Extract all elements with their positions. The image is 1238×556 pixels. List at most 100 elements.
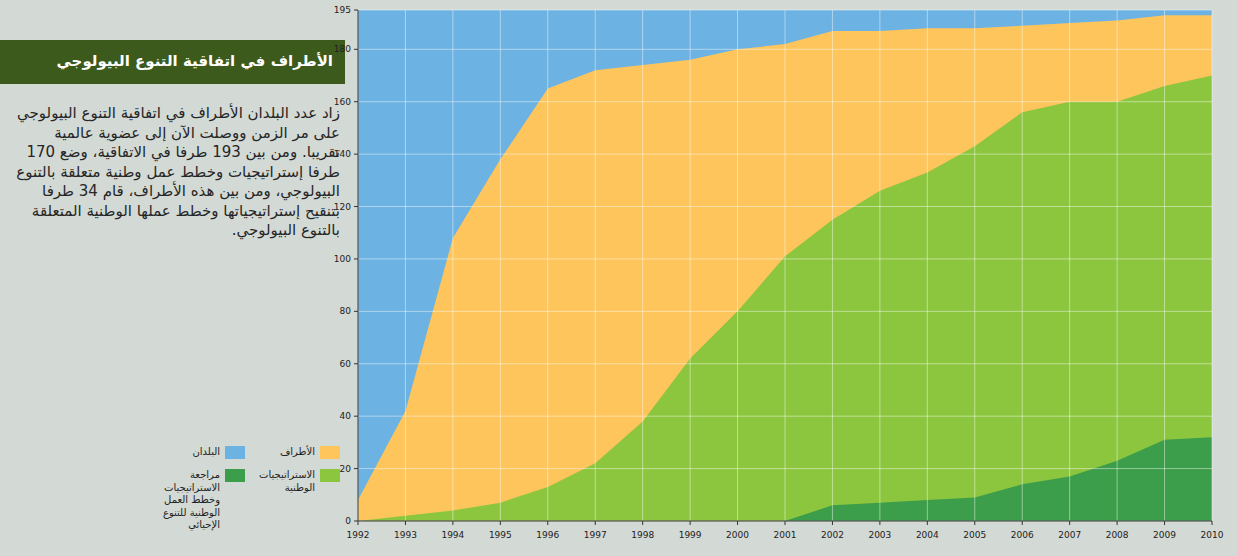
grid-line <box>358 206 1212 207</box>
x-tick-label: 1993 <box>394 530 417 540</box>
y-tick-label: 160 <box>334 97 351 107</box>
tick <box>358 521 359 525</box>
area-series <box>358 10 1212 521</box>
y-tick-label: 20 <box>340 464 352 474</box>
y-tick-label: 195 <box>334 5 351 15</box>
tick <box>405 521 406 525</box>
tick <box>595 521 596 525</box>
x-tick-label: 1994 <box>441 530 464 540</box>
tick <box>354 311 358 312</box>
grid-line <box>737 10 738 521</box>
title: الأطراف في اتفاقية التنوع البيولوجي <box>0 40 345 84</box>
tick <box>1069 521 1070 525</box>
tick <box>974 521 975 525</box>
x-tick-label: 2006 <box>1011 530 1034 540</box>
legend-swatch <box>225 446 245 459</box>
grid-line <box>879 10 880 521</box>
legend-label: البلدان <box>192 446 220 459</box>
grid-line <box>547 10 548 521</box>
grid-line <box>785 10 786 521</box>
grid-line <box>358 49 1212 50</box>
grid-line <box>1022 10 1023 521</box>
tick <box>354 206 358 207</box>
y-tick-label: 180 <box>334 44 351 54</box>
tick <box>927 521 928 525</box>
y-axis <box>358 10 359 521</box>
x-tick-label: 1997 <box>584 530 607 540</box>
grid-line <box>927 10 928 521</box>
area-series <box>785 437 1212 521</box>
legend-item: البلدان <box>150 446 245 459</box>
tick <box>354 101 358 102</box>
tick <box>354 154 358 155</box>
grid-line <box>832 10 833 521</box>
tick <box>642 521 643 525</box>
legend-item: الأطراف <box>245 446 340 459</box>
x-tick-label: 2005 <box>963 530 986 540</box>
tick <box>354 363 358 364</box>
tick <box>690 521 691 525</box>
x-tick-label: 2003 <box>868 530 891 540</box>
grid-line <box>642 10 643 521</box>
grid-line <box>358 363 1212 364</box>
subtitle: زاد عدد البلدان الأطراف في اتفاقية التنو… <box>14 104 340 241</box>
tick <box>1022 521 1023 525</box>
grid-line <box>974 10 975 521</box>
x-tick-label: 2007 <box>1058 530 1081 540</box>
grid-line <box>358 101 1212 102</box>
legend: الأطراف البلدان الاستراتيجيات الوطنية مراجع… <box>150 446 340 532</box>
x-tick-label: 1999 <box>679 530 702 540</box>
tick <box>354 468 358 469</box>
legend-label: الاستراتيجيات الوطنية <box>245 469 315 494</box>
x-tick-label: 2000 <box>726 530 749 540</box>
grid-line <box>405 10 406 521</box>
x-tick-label: 1995 <box>489 530 512 540</box>
tick <box>354 10 358 11</box>
y-tick-label: 60 <box>340 359 352 369</box>
areas <box>358 10 1212 521</box>
x-tick-label: 2010 <box>1201 530 1224 540</box>
x-tick-label: 1996 <box>536 530 559 540</box>
grid-line <box>358 468 1212 469</box>
grid-line <box>358 258 1212 259</box>
x-tick-label: 1998 <box>631 530 654 540</box>
grid-line <box>500 10 501 521</box>
tick <box>452 521 453 525</box>
tick <box>500 521 501 525</box>
tick <box>1164 521 1165 525</box>
y-tick-label: 40 <box>340 411 352 421</box>
tick <box>1212 521 1213 525</box>
grid-line <box>358 10 1212 11</box>
y-tick-label: 80 <box>340 306 352 316</box>
x-tick-label: 2001 <box>774 530 797 540</box>
grid-line <box>1117 10 1118 521</box>
legend-swatch <box>225 469 245 482</box>
y-tick-label: 120 <box>334 202 351 212</box>
tick <box>354 521 358 522</box>
tick <box>547 521 548 525</box>
grid-line <box>690 10 691 521</box>
y-tick-label: 100 <box>334 254 351 264</box>
grid-line <box>358 416 1212 417</box>
tick <box>354 258 358 259</box>
grid-line <box>358 10 359 521</box>
y-tick-label: 140 <box>334 149 351 159</box>
grid-line <box>358 154 1212 155</box>
grid-line <box>1164 10 1165 521</box>
tick <box>354 416 358 417</box>
grid-line <box>1212 10 1213 521</box>
legend-swatch <box>320 469 340 482</box>
legend-item: الاستراتيجيات الوطنية <box>245 469 340 532</box>
grid <box>358 10 1212 521</box>
tick <box>737 521 738 525</box>
legend-label: مراجعة الاستراتيجيات وخطط العمل الوطنية … <box>150 469 220 532</box>
grid-line <box>595 10 596 521</box>
tick <box>832 521 833 525</box>
x-tick-label: 1992 <box>347 530 370 540</box>
grid-line <box>452 10 453 521</box>
x-tick-label: 2009 <box>1153 530 1176 540</box>
legend-item: مراجعة الاستراتيجيات وخطط العمل الوطنية … <box>150 469 245 532</box>
x-tick-label: 2002 <box>821 530 844 540</box>
x-tick-label: 2008 <box>1106 530 1129 540</box>
legend-swatch <box>320 446 340 459</box>
